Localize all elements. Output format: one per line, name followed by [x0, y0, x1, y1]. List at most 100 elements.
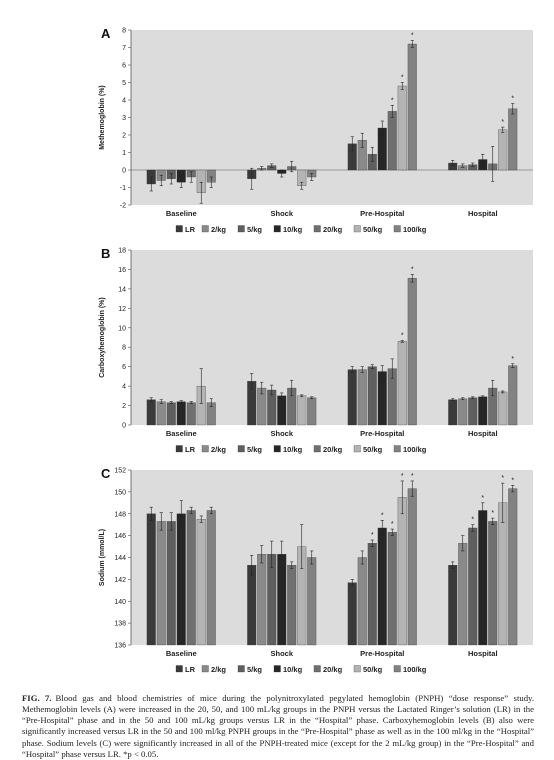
legend-swatch	[201, 445, 209, 453]
legend-label: 20/kg	[323, 445, 343, 454]
legend-swatch	[353, 445, 361, 453]
bar	[267, 389, 277, 426]
y-tick-label: 6	[122, 63, 126, 70]
bar	[206, 510, 216, 646]
category-label: Shock	[270, 429, 293, 438]
legend-label: 5/kg	[247, 665, 262, 674]
significance-marker: *	[401, 75, 404, 82]
bar	[156, 521, 166, 646]
legend-swatch	[237, 445, 245, 453]
y-tick-label: 2	[122, 403, 126, 410]
y-tick-label: 18	[118, 248, 126, 255]
legend-label: 100/kg	[403, 225, 427, 234]
legend-swatch	[313, 225, 321, 233]
bar	[508, 365, 518, 426]
legend-label: LR	[185, 665, 196, 674]
bar	[267, 554, 277, 646]
significance-marker: *	[371, 532, 374, 539]
y-tick-label: 142	[114, 577, 126, 584]
y-tick-label: 2	[122, 133, 126, 140]
bar	[498, 391, 508, 426]
legend-swatch	[175, 665, 183, 673]
category-label: Pre-Hospital	[360, 429, 404, 438]
bar	[277, 395, 287, 426]
category-label: Baseline	[166, 429, 197, 438]
bar	[448, 399, 458, 426]
bar	[247, 565, 257, 646]
y-tick-label: 146	[114, 533, 126, 540]
bar	[307, 397, 317, 426]
bar	[357, 369, 367, 426]
legend: LR 2/kg 5/kg 10/kg 20/kg 50/kg 100/kg	[175, 445, 427, 454]
bar	[478, 396, 488, 426]
significance-marker: *	[471, 517, 474, 524]
significance-marker: *	[391, 97, 394, 104]
bar	[257, 554, 267, 646]
legend-swatch	[313, 665, 321, 673]
caption-label: FIG. 7.	[22, 692, 52, 703]
y-tick-label: 138	[114, 621, 126, 628]
y-tick-label: 10	[118, 325, 126, 332]
bar	[367, 543, 377, 646]
y-tick-label: 148	[114, 511, 126, 518]
y-tick-label: 0	[122, 168, 126, 175]
y-axis-label: Sodium (mmol/L)	[99, 529, 106, 586]
bar	[287, 565, 297, 646]
legend-label: 100/kg	[403, 665, 427, 674]
bar	[186, 402, 196, 426]
y-axis-label: Methemoglobin (%)	[99, 85, 106, 150]
legend-swatch	[393, 445, 401, 453]
bar	[196, 519, 206, 646]
legend-label: LR	[185, 445, 196, 454]
panel-letter: A	[101, 26, 111, 41]
bar	[407, 488, 417, 646]
bar	[357, 557, 367, 646]
legend-swatch	[175, 445, 183, 453]
y-tick-label: 140	[114, 599, 126, 606]
bar	[508, 488, 518, 646]
significance-marker: *	[411, 33, 414, 40]
bar	[146, 513, 156, 646]
bar	[166, 402, 176, 426]
legend-swatch	[313, 445, 321, 453]
significance-marker: *	[511, 96, 514, 103]
category-label: Hospital	[468, 209, 498, 218]
significance-marker: *	[411, 266, 414, 273]
significance-marker: *	[381, 512, 384, 519]
legend-label: 10/kg	[283, 225, 303, 234]
y-tick-label: 3	[122, 115, 126, 122]
bar	[468, 527, 478, 646]
bar	[277, 554, 287, 646]
category-label: Pre-Hospital	[360, 209, 404, 218]
bar	[297, 395, 307, 426]
legend: LR 2/kg 5/kg 10/kg 20/kg 50/kg 100/kg	[175, 225, 427, 234]
legend-swatch	[201, 665, 209, 673]
y-tick-label: 152	[114, 468, 126, 475]
chart-panel-b: B 0 2 4 6 8 10 12 14 16 18 Carboxyhemoglobin (%) Bas…	[99, 246, 533, 454]
bar	[307, 557, 317, 646]
y-tick-label: -2	[120, 203, 126, 210]
legend-swatch	[393, 225, 401, 233]
significance-marker: *	[401, 473, 404, 480]
legend-label: 20/kg	[323, 665, 343, 674]
y-tick-label: -1	[120, 185, 126, 192]
y-tick-label: 144	[114, 555, 126, 562]
legend-label: 10/kg	[283, 665, 303, 674]
category-label: Hospital	[468, 649, 498, 658]
legend-label: 5/kg	[247, 225, 262, 234]
bar	[488, 521, 498, 646]
legend-swatch	[273, 225, 281, 233]
legend-label: 2/kg	[211, 445, 226, 454]
significance-marker: *	[511, 356, 514, 363]
legend-swatch	[353, 665, 361, 673]
legend-swatch	[273, 665, 281, 673]
category-label: Shock	[270, 209, 293, 218]
bar	[377, 371, 387, 426]
category-label: Shock	[270, 649, 293, 658]
significance-marker: *	[501, 475, 504, 482]
bar	[156, 401, 166, 426]
bar	[377, 527, 387, 646]
legend-swatch	[353, 225, 361, 233]
